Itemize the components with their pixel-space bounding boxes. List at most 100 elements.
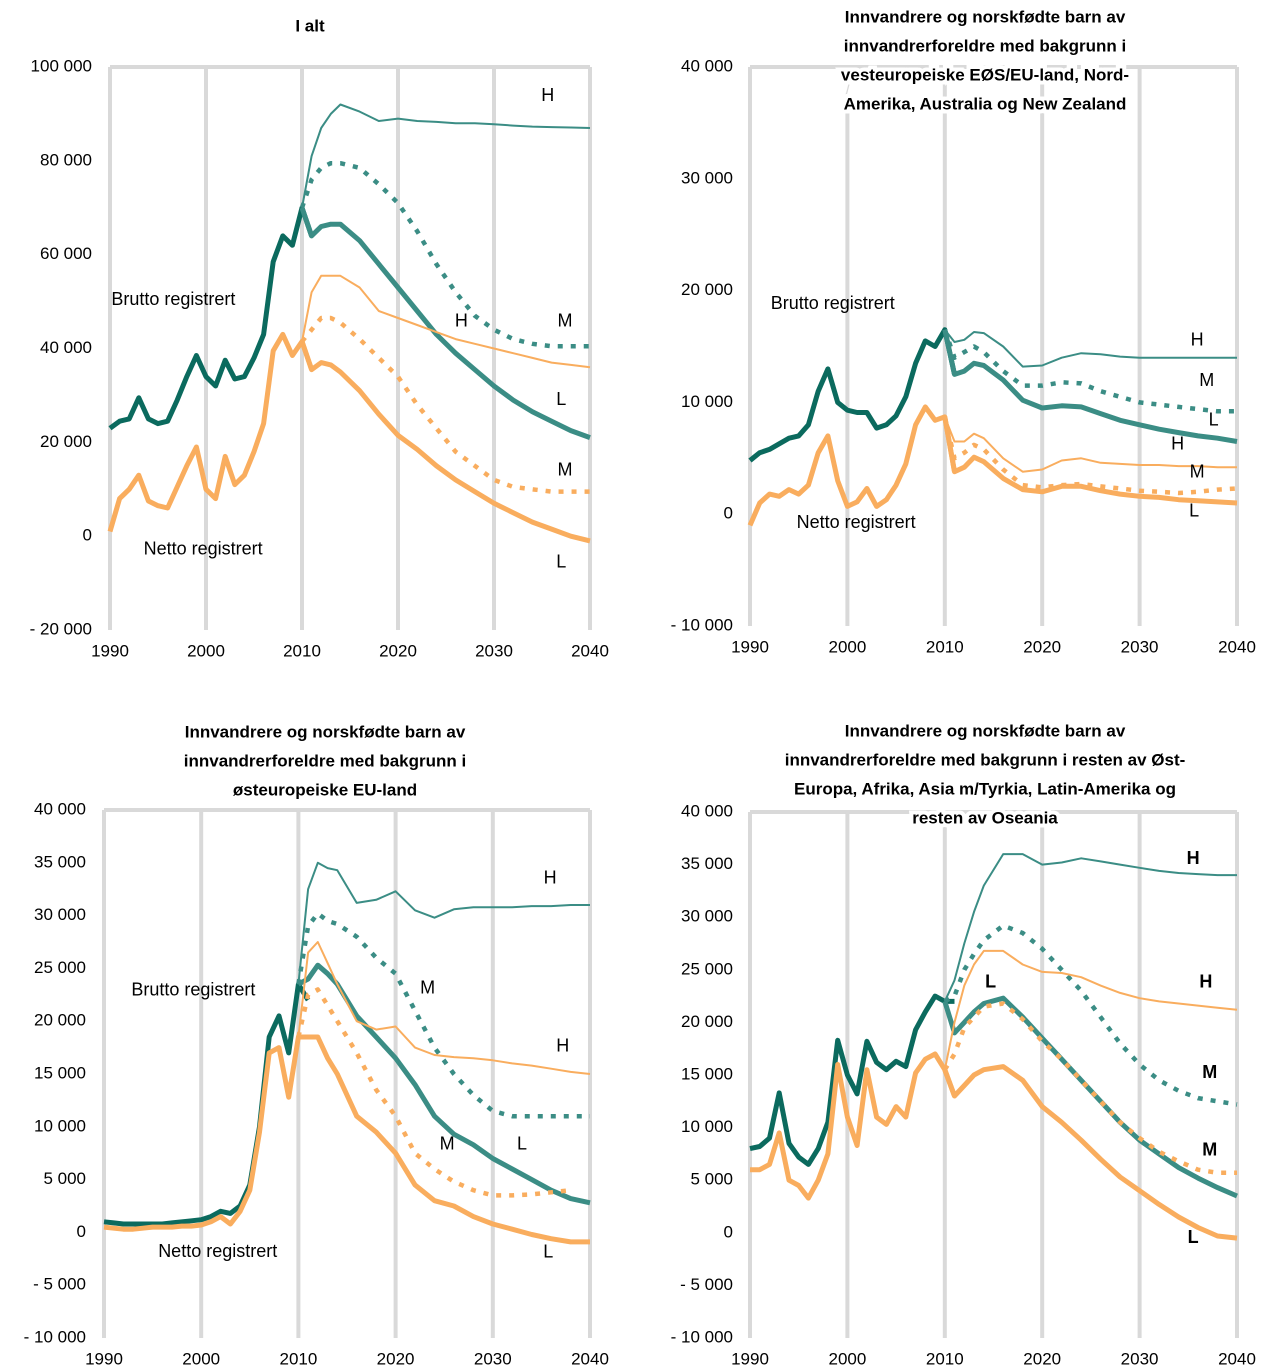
x-tick-label: 2030	[1121, 1349, 1159, 1368]
y-tick-label: 25 000	[34, 958, 86, 977]
series-line	[942, 416, 1238, 496]
series-line	[750, 1051, 957, 1201]
annotation: L	[1209, 410, 1219, 430]
y-tick-label: 10 000	[681, 1117, 733, 1136]
series-line	[297, 861, 590, 985]
annotation: H	[455, 311, 468, 331]
series-line	[942, 328, 1237, 414]
series-line	[944, 329, 1237, 368]
y-tick-label: 30 000	[34, 905, 86, 924]
x-tick-label: 2000	[828, 1349, 866, 1368]
series-line	[107, 331, 314, 533]
x-tick-label: 2030	[475, 641, 513, 660]
chart-title: østeuropeiske EU-land	[233, 780, 417, 799]
annotation: M	[1190, 462, 1205, 482]
x-tick-label: 2040	[571, 641, 609, 660]
y-tick-label: 40 000	[681, 801, 733, 820]
y-tick-label: 0	[724, 504, 733, 523]
annotation: H	[1187, 848, 1200, 868]
y-tick-label: 10 000	[681, 392, 733, 411]
x-tick-label: 2020	[1023, 637, 1061, 656]
y-tick-label: 0	[724, 1222, 733, 1241]
series-line	[942, 995, 1238, 1199]
series-line	[749, 993, 955, 1167]
annotation: H	[556, 1036, 569, 1056]
annotation: L	[517, 1134, 527, 1154]
y-tick-label: 30 000	[681, 907, 733, 926]
x-tick-label: 2010	[926, 637, 964, 656]
y-tick-label: 30 000	[681, 168, 733, 187]
x-tick-label: 1990	[85, 1349, 123, 1368]
y-tick-label: 5 000	[690, 1170, 733, 1189]
x-tick-label: 2010	[279, 1349, 317, 1368]
x-tick-label: 1990	[731, 637, 769, 656]
annotation: L	[985, 972, 996, 992]
annotation: M	[558, 460, 573, 480]
series-line	[103, 981, 311, 1227]
x-tick-label: 2010	[926, 1349, 964, 1368]
y-tick-label: 0	[83, 526, 92, 545]
annotation: L	[556, 552, 566, 572]
annotation: L	[1188, 1227, 1199, 1247]
x-tick-label: 2020	[377, 1349, 415, 1368]
annotation: L	[1189, 501, 1199, 521]
chart-title: innvandrerforeldre med bakgrunn i	[844, 36, 1126, 55]
series-line	[299, 340, 591, 544]
annotation: Brutto registrert	[131, 980, 255, 1000]
chart-title: Amerika, Australia og New Zealand	[844, 94, 1127, 113]
y-tick-label: - 5 000	[680, 1275, 733, 1294]
series-line	[297, 941, 591, 1075]
series-line	[943, 416, 1237, 473]
y-tick-label: 35 000	[34, 852, 86, 871]
series-line	[299, 160, 590, 349]
series-line	[943, 923, 1238, 1107]
x-tick-label: 2030	[474, 1349, 512, 1368]
y-tick-label: 15 000	[681, 1064, 733, 1083]
y-tick-label: 25 000	[681, 959, 733, 978]
y-tick-label: 40 000	[40, 338, 92, 357]
y-tick-label: 5 000	[43, 1169, 86, 1188]
annotation: Netto registrert	[797, 512, 916, 532]
annotation: H	[1171, 434, 1184, 454]
chart-title: vesteuropeiske EØS/EU-land, Nord-	[841, 65, 1129, 84]
series-line	[301, 103, 591, 208]
annotation: H	[544, 868, 557, 888]
y-tick-label: 60 000	[40, 244, 92, 263]
series-line	[942, 1064, 1238, 1241]
x-tick-label: 2000	[182, 1349, 220, 1368]
y-tick-label: 15 000	[34, 1063, 86, 1082]
series-line	[299, 206, 591, 440]
y-tick-label: 10 000	[34, 1116, 86, 1135]
y-tick-label: 35 000	[681, 854, 733, 873]
chart-title: Europa, Afrika, Asia m/Tyrkia, Latin-Ame…	[794, 779, 1176, 798]
annotation: M	[1202, 1062, 1217, 1082]
annotation: H	[1199, 972, 1212, 992]
y-tick-label: 20 000	[681, 280, 733, 299]
series-line	[747, 404, 957, 527]
series-line	[748, 327, 957, 463]
annotation: L	[556, 389, 566, 409]
y-tick-label: 20 000	[681, 1012, 733, 1031]
annotation: Netto registrert	[144, 539, 263, 559]
series-line	[103, 1034, 309, 1232]
chart-title: resten av Oseania	[912, 808, 1058, 827]
x-tick-label: 2020	[379, 641, 417, 660]
y-tick-label: - 10 000	[671, 1327, 733, 1346]
x-tick-label: 1990	[731, 1349, 769, 1368]
series-line	[942, 416, 1238, 506]
y-tick-label: - 20 000	[30, 619, 92, 638]
series-line	[296, 911, 590, 1119]
y-tick-label: 0	[77, 1222, 86, 1241]
y-tick-label: 20 000	[34, 1011, 86, 1030]
annotation: M	[1202, 1140, 1217, 1160]
annotation: M	[420, 978, 435, 998]
annotation: Netto registrert	[158, 1241, 277, 1261]
series-line	[942, 329, 1238, 444]
y-tick-label: 40 000	[34, 799, 86, 818]
y-tick-label: 20 000	[40, 432, 92, 451]
annotation: H	[541, 85, 554, 105]
chart-title: I alt	[295, 16, 325, 35]
x-tick-label: 1990	[91, 641, 129, 660]
